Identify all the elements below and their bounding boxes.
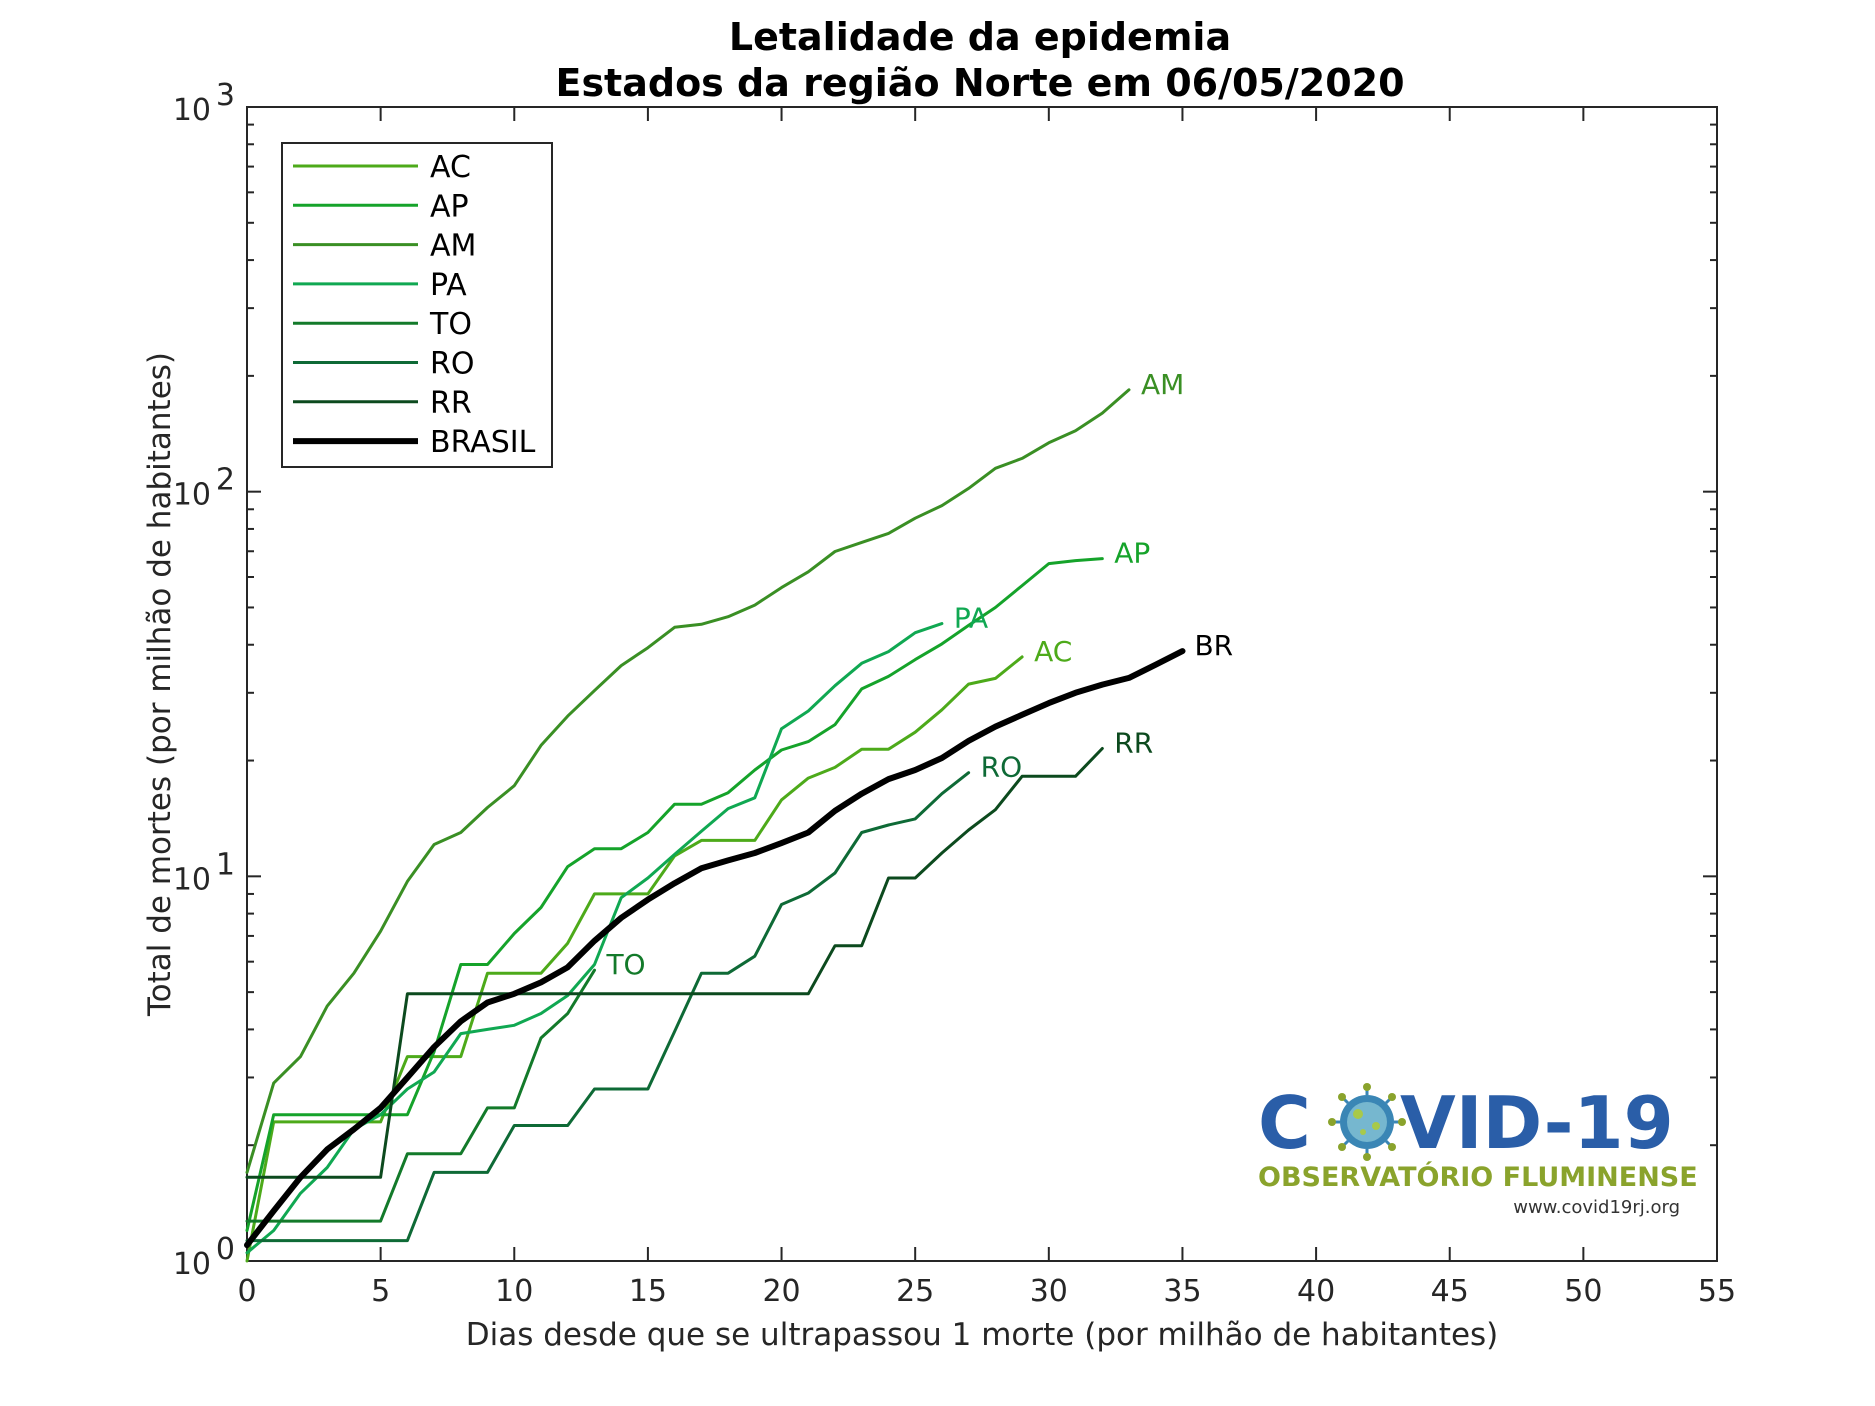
series-end-label-am: AM	[1141, 368, 1184, 401]
legend-label-ac: AC	[430, 150, 471, 185]
y-tick-exponent: 2	[216, 463, 235, 498]
legend-label-ro: RO	[430, 347, 474, 382]
series-line-brasil	[244, 648, 1186, 1249]
series-end-labels: AC AP AM PA TO RO RR BR	[605, 368, 1233, 981]
y-tick-exponent: 0	[216, 1232, 235, 1267]
x-tick-label: 30	[1030, 1274, 1068, 1309]
series-end-label-to: TO	[605, 948, 645, 981]
series-line-am	[245, 388, 1131, 1174]
series-lines	[244, 388, 1186, 1263]
x-tick-label: 35	[1163, 1274, 1201, 1309]
legend-label-to: TO	[429, 307, 472, 342]
y-tick-exponent: 3	[216, 78, 235, 113]
x-tick-label: 40	[1297, 1274, 1335, 1309]
legend: AC AP AM PA TO RO RR BRASIL	[281, 142, 553, 468]
x-tick-label: 20	[762, 1274, 800, 1309]
logo-url: www.covid19rj.org	[1513, 1197, 1680, 1218]
series-line-to	[245, 968, 596, 1223]
y-tick-label: 10	[173, 862, 211, 897]
x-tick-label: 25	[896, 1274, 934, 1309]
series-line-ac	[245, 655, 1024, 1263]
y-tick-label: 10	[173, 93, 211, 128]
series-end-label-rr: RR	[1114, 726, 1153, 759]
series-end-label-ac: AC	[1034, 635, 1072, 668]
y-axis-label: Total de mortes (por milhão de habitante…	[142, 352, 178, 1017]
series-end-label-ro: RO	[981, 751, 1023, 784]
x-tick-label: 5	[371, 1274, 390, 1309]
virus-icon	[1328, 1083, 1406, 1161]
x-tick-label: 10	[495, 1274, 533, 1309]
x-tick-labels: 0 5 10 15 20 25 30 35 40 45 50 55	[237, 1274, 1736, 1309]
legend-label-am: AM	[430, 229, 476, 264]
x-tick-label: 45	[1431, 1274, 1469, 1309]
chart-title: Letalidade da epidemia	[729, 15, 1231, 59]
x-tick-label: 0	[237, 1274, 256, 1309]
x-tick-label: 55	[1698, 1274, 1736, 1309]
legend-label-ap: AP	[430, 189, 469, 224]
x-axis-label: Dias desde que se ultrapassou 1 morte (p…	[466, 1317, 1499, 1353]
legend-label-rr: RR	[430, 386, 472, 421]
y-tick-exponent: 1	[216, 847, 235, 882]
series-end-label-brasil: BR	[1194, 629, 1233, 662]
x-tick-label: 50	[1564, 1274, 1602, 1309]
axis-ticks	[246, 106, 1718, 1262]
covid19-logo: C	[1258, 1081, 1698, 1218]
logo-subtitle: OBSERVATÓRIO FLUMINENSE	[1258, 1161, 1698, 1193]
chart-subtitle: Estados da região Norte em 06/05/2020	[555, 61, 1404, 105]
series-line-rr	[245, 747, 1104, 1179]
y-tick-label: 10	[173, 478, 211, 513]
logo-text-c: C	[1258, 1081, 1311, 1165]
logo-text-vid19: VID-19	[1400, 1081, 1674, 1165]
series-end-label-ap: AP	[1114, 537, 1150, 570]
series-line-ro	[245, 771, 971, 1243]
legend-label-brasil: BRASIL	[430, 425, 536, 460]
x-tick-label: 15	[629, 1274, 667, 1309]
y-tick-label: 10	[173, 1247, 211, 1282]
legend-box	[281, 142, 553, 468]
series-end-label-pa: PA	[954, 602, 988, 635]
legend-label-pa: PA	[430, 268, 467, 303]
